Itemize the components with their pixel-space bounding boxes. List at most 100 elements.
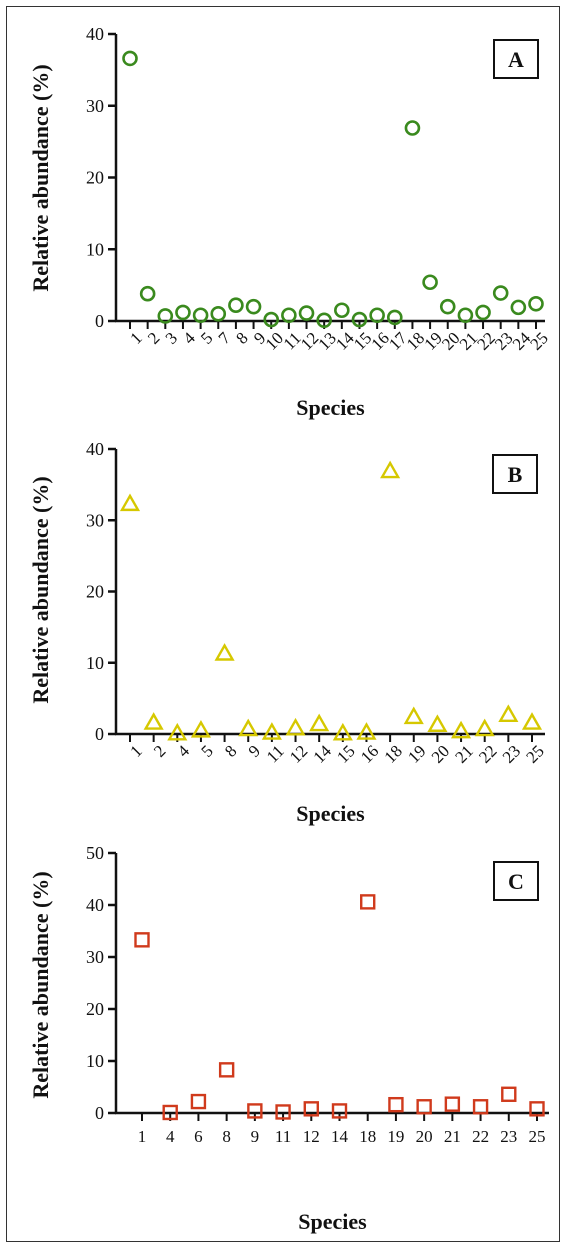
x-tick-label-a: 1 (126, 328, 145, 347)
y-tick-label-c: 0 (95, 1103, 104, 1123)
x-tick-label-b: 11 (263, 741, 288, 766)
x-tick-label-c: 9 (251, 1127, 260, 1146)
data-point-a (492, 285, 509, 301)
data-point-a (298, 305, 315, 321)
x-tick-label-c: 22 (472, 1127, 489, 1146)
x-tick-label-b: 20 (428, 741, 453, 766)
y-tick-label-c: 10 (86, 1051, 104, 1071)
x-tick-label-c: 18 (359, 1127, 376, 1146)
x-tick-label-b: 18 (381, 741, 406, 766)
data-point-b (498, 704, 519, 722)
x-tick-label-a: 5 (197, 328, 216, 347)
data-point-a (281, 307, 297, 324)
panel-label-a: A (508, 47, 524, 72)
data-point-a (122, 50, 138, 67)
x-tick-label-b: 8 (221, 741, 240, 760)
x-tick-label-c: 11 (275, 1127, 291, 1146)
data-point-b (238, 718, 259, 737)
data-point-a (192, 307, 209, 324)
data-point-c (360, 894, 376, 910)
data-point-a (316, 312, 332, 329)
x-tick-label-b: 25 (522, 741, 547, 766)
data-point-c (218, 1062, 235, 1078)
x-tick-label-b: 9 (245, 741, 264, 760)
data-point-c (190, 1093, 207, 1110)
data-point-c (275, 1104, 291, 1120)
y-tick-label-c: 40 (86, 895, 104, 915)
y-tick-label-a: 30 (86, 96, 104, 116)
figure-border (6, 6, 560, 1242)
y-tick-label-b: 10 (86, 653, 104, 673)
x-tick-label-a: 2 (144, 328, 163, 347)
data-point-b (380, 460, 401, 479)
panel-label-box-a (493, 39, 539, 79)
data-point-a (157, 308, 174, 324)
data-point-b (403, 706, 424, 725)
x-tick-label-c: 19 (387, 1127, 404, 1146)
data-point-a (422, 274, 438, 291)
data-point-b (521, 712, 543, 730)
data-point-a (510, 299, 527, 316)
data-point-a (439, 298, 456, 315)
x-tick-label-b: 23 (499, 741, 524, 766)
x-tick-label-a: 7 (215, 328, 235, 348)
x-tick-label-c: 1 (138, 1127, 147, 1146)
data-point-c (303, 1101, 319, 1117)
data-point-c (134, 932, 150, 948)
data-point-a (386, 309, 403, 326)
data-point-a (139, 285, 156, 302)
y-tick-label-c: 50 (86, 843, 104, 863)
x-tick-label-b: 16 (357, 741, 382, 766)
x-axis-label-b: Species (296, 801, 365, 826)
data-point-b (214, 643, 235, 661)
data-point-a (245, 298, 262, 315)
data-point-a (528, 295, 544, 312)
x-axis-label-c: Species (298, 1209, 367, 1234)
data-point-b (427, 714, 448, 732)
data-point-c (529, 1101, 545, 1117)
data-point-a (404, 120, 421, 136)
x-tick-label-b: 14 (310, 741, 336, 767)
data-point-b (190, 720, 212, 738)
x-tick-label-c: 20 (416, 1127, 433, 1146)
x-tick-label-c: 23 (500, 1127, 517, 1146)
data-point-b (332, 722, 353, 741)
x-tick-label-a: 4 (179, 328, 199, 348)
data-point-a (475, 304, 491, 321)
data-point-c (501, 1086, 517, 1102)
y-tick-label-b: 0 (95, 724, 104, 744)
data-point-b (143, 712, 164, 730)
x-tick-label-b: 1 (126, 741, 145, 760)
data-point-a (334, 302, 350, 319)
x-tick-label-b: 15 (333, 741, 358, 766)
y-tick-label-a: 0 (95, 311, 104, 331)
x-tick-label-b: 2 (150, 741, 169, 760)
data-point-a (263, 311, 280, 328)
data-point-b (119, 493, 141, 512)
y-axis-label-a: Relative abundance (%) (28, 64, 53, 291)
x-tick-label-c: 6 (194, 1127, 203, 1146)
x-tick-label-b: 21 (451, 741, 476, 766)
panel-label-box-b (492, 454, 538, 494)
y-tick-label-a: 20 (86, 168, 104, 188)
x-tick-label-c: 14 (331, 1127, 349, 1146)
x-tick-label-c: 25 (529, 1127, 546, 1146)
data-point-a (457, 307, 474, 324)
data-point-b (309, 713, 330, 732)
data-point-b (261, 722, 282, 740)
y-tick-label-a: 10 (86, 239, 104, 259)
data-point-a (228, 297, 244, 314)
panel-label-c: C (508, 869, 524, 894)
x-tick-label-b: 12 (286, 741, 311, 766)
data-point-b (167, 722, 188, 741)
x-tick-label-a: 3 (162, 328, 181, 347)
x-tick-label-c: 4 (166, 1127, 175, 1146)
x-tick-label-b: 19 (404, 741, 429, 766)
x-tick-label-b: 5 (197, 741, 216, 760)
x-tick-label-a: 8 (232, 328, 251, 347)
x-tick-label-b: 22 (475, 741, 500, 766)
x-tick-label-c: 21 (444, 1127, 461, 1146)
data-point-b (450, 720, 472, 739)
x-axis-label-a: Species (296, 395, 365, 420)
data-point-a (210, 306, 227, 322)
